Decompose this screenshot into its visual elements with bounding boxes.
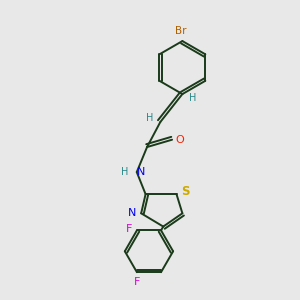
Text: F: F (126, 224, 133, 234)
Text: F: F (134, 278, 140, 287)
Text: N: N (128, 208, 136, 218)
Text: H: H (189, 93, 196, 103)
Text: H: H (121, 167, 128, 177)
Text: H: H (146, 112, 154, 123)
Text: N: N (137, 167, 146, 177)
Text: O: O (176, 135, 184, 145)
Text: Br: Br (175, 26, 187, 36)
Text: S: S (182, 185, 190, 198)
